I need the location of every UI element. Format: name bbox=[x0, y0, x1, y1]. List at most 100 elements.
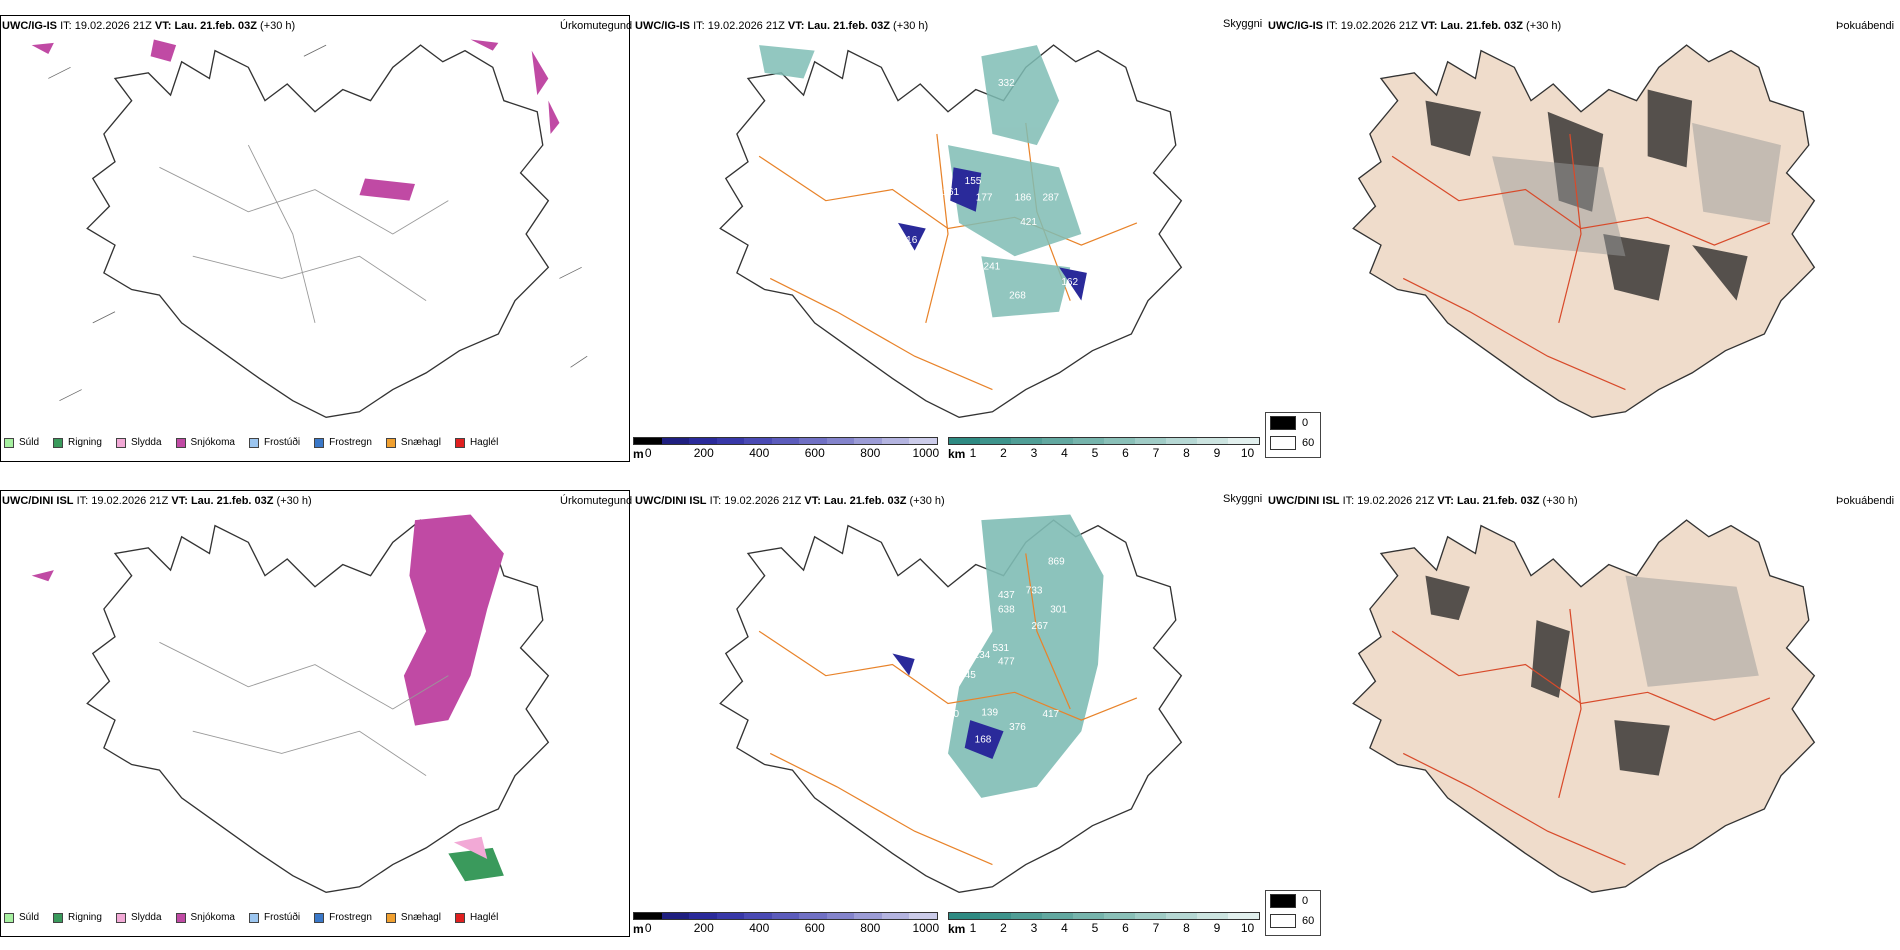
colorbar-segment bbox=[771, 913, 800, 919]
precip-type-panel-row2: UWC/DINI ISL IT: 19.02.2026 21Z VT: Lau.… bbox=[0, 475, 633, 950]
colorbar-segment bbox=[980, 438, 1011, 444]
lead-time: (+30 h) bbox=[260, 20, 296, 32]
colorbar-segment bbox=[799, 438, 827, 444]
height-unit: m bbox=[633, 922, 644, 936]
precip-legend: Súld Rigning Slydda Snjókoma Frostúði Fr… bbox=[4, 912, 498, 923]
colorbar-segment bbox=[1073, 913, 1104, 919]
scale-tick: 9 bbox=[1213, 921, 1221, 935]
model-name: UWC/DINI ISL bbox=[1268, 495, 1340, 507]
vis-label: 177 bbox=[976, 193, 993, 204]
vis-label: 267 bbox=[1031, 621, 1048, 632]
colorbar-segment bbox=[689, 438, 717, 444]
model-name: UWC/DINI ISL bbox=[635, 495, 707, 507]
vis-label: 155 bbox=[965, 176, 982, 187]
colorbar-segment bbox=[949, 913, 980, 919]
scale-tick: 5 bbox=[1091, 921, 1099, 935]
panel-title: UWC/DINI ISL IT: 19.02.2026 21Z VT: Lau.… bbox=[1268, 495, 1578, 507]
colorbar-segment bbox=[881, 438, 910, 444]
colorbar-segment bbox=[1228, 913, 1259, 919]
colorbar-segment bbox=[1166, 438, 1197, 444]
colorbar-segment bbox=[909, 913, 938, 919]
scale-tick: 0 bbox=[644, 446, 652, 460]
height-ticks: 0 200 400 600 800 1000 bbox=[633, 921, 940, 935]
vis-label: 146 bbox=[1012, 892, 1029, 903]
colorbar-segment bbox=[744, 913, 772, 919]
scale-tick: 2 bbox=[1000, 921, 1007, 935]
vis-label: 531 bbox=[992, 643, 1009, 654]
colorbar-segment bbox=[1011, 913, 1042, 919]
scale-tick: 200 bbox=[693, 921, 714, 935]
fog-panel-row1: UWC/IG-IS IT: 19.02.2026 21Z VT: Lau. 21… bbox=[1266, 0, 1900, 475]
colorbar-segment bbox=[826, 913, 855, 919]
vt-label: VT: bbox=[154, 20, 172, 32]
vis-label: 139 bbox=[981, 708, 998, 719]
scale-tick: 400 bbox=[749, 921, 770, 935]
scale-tick: 400 bbox=[749, 446, 770, 460]
vis-label: 376 bbox=[1009, 722, 1026, 733]
scale-tick: 9 bbox=[1213, 446, 1221, 460]
colorbar-segment bbox=[661, 438, 690, 444]
legend-item: Snjókoma bbox=[175, 437, 235, 448]
vis-label: 477 bbox=[998, 657, 1015, 668]
scale-tick: 10 bbox=[1240, 921, 1255, 935]
colorbar-segment bbox=[854, 438, 882, 444]
model-name: UWC/IG-IS bbox=[2, 20, 57, 32]
fog-map bbox=[1352, 44, 1815, 419]
scale-tick: 0 bbox=[644, 921, 652, 935]
colorbar-segment bbox=[634, 438, 662, 444]
scale-tick: 4 bbox=[1061, 921, 1068, 935]
scale-tick: 6 bbox=[1122, 921, 1129, 935]
vis-label: 155 bbox=[892, 681, 909, 692]
legend-item: Súld bbox=[4, 437, 39, 448]
panel-name: Úrkomutegund bbox=[560, 20, 633, 32]
height-ticks: 0 200 400 600 800 1000 bbox=[633, 446, 939, 460]
panel-title: UWC/DINI ISL IT: 19.02.2026 21Z VT: Lau.… bbox=[2, 495, 312, 507]
visibility-colorbar bbox=[948, 437, 1260, 445]
height-scale-row1: 0 200 400 600 800 1000 m bbox=[633, 437, 939, 461]
colorbar-segment bbox=[771, 438, 800, 444]
scale-tick: 1 bbox=[969, 921, 977, 935]
vis-label: 638 bbox=[998, 604, 1015, 615]
scale-tick: 1000 bbox=[912, 921, 940, 935]
model-name: UWC/IG-IS bbox=[1268, 20, 1323, 32]
legend-item: Frostúði bbox=[248, 437, 300, 448]
vis-label: 140 bbox=[942, 709, 959, 720]
vis-label: 268 bbox=[1009, 290, 1026, 301]
legend-item: Haglél bbox=[454, 912, 498, 923]
colorbar-segment bbox=[1104, 913, 1135, 919]
precip-type-panel-row1: UWC/IG-IS IT: 19.02.2026 21Z VT: Lau. 21… bbox=[0, 0, 633, 475]
colorbar-segment bbox=[716, 438, 745, 444]
vis-label: 245 bbox=[959, 670, 976, 681]
visibility-scale-row2: 1 2 3 4 5 6 7 8 9 10 km bbox=[948, 912, 1260, 936]
colorbar-segment bbox=[1073, 438, 1104, 444]
vis-label: 116 bbox=[901, 235, 917, 246]
colorbar-segment bbox=[909, 438, 938, 444]
precip-map bbox=[31, 514, 549, 894]
colorbar-segment bbox=[634, 913, 662, 919]
legend-item: Snjókoma bbox=[175, 912, 235, 923]
colorbar-segment bbox=[661, 913, 690, 919]
panel-name: Skyggni bbox=[1223, 18, 1263, 30]
legend-item: Slydda bbox=[115, 437, 162, 448]
legend-item: Frostúði bbox=[248, 912, 300, 923]
height-unit: m bbox=[633, 447, 644, 461]
colorbar-segment bbox=[1228, 438, 1259, 444]
panel-name: Þokuábendi bbox=[1836, 495, 1895, 507]
panel-title: UWC/DINI ISL IT: 19.02.2026 21Z VT: Lau.… bbox=[635, 495, 945, 507]
legend-item: Slydda bbox=[115, 912, 162, 923]
scale-tick: 600 bbox=[804, 921, 825, 935]
panel-title: UWC/IG-IS IT: 19.02.2026 21Z VT: Lau. 21… bbox=[635, 20, 929, 32]
vis-label: 437 bbox=[998, 590, 1015, 601]
scale-tick: 600 bbox=[804, 446, 825, 460]
scale-tick: 1 bbox=[969, 446, 977, 460]
scale-tick: 3 bbox=[1030, 446, 1038, 460]
scale-tick: 200 bbox=[693, 446, 714, 460]
legend-item: Rigning bbox=[53, 437, 102, 448]
colorbar-segment bbox=[949, 438, 980, 444]
height-colorbar bbox=[633, 437, 938, 445]
scale-tick: 10 bbox=[1240, 446, 1255, 460]
height-colorbar bbox=[633, 912, 938, 920]
precip-legend: Súld Rigning Slydda Snjókoma Frostúði Fr… bbox=[4, 437, 498, 448]
it-value: 19.02.2026 21Z bbox=[74, 20, 152, 32]
vt-value: Lau. 21.feb. 03Z bbox=[174, 20, 257, 32]
